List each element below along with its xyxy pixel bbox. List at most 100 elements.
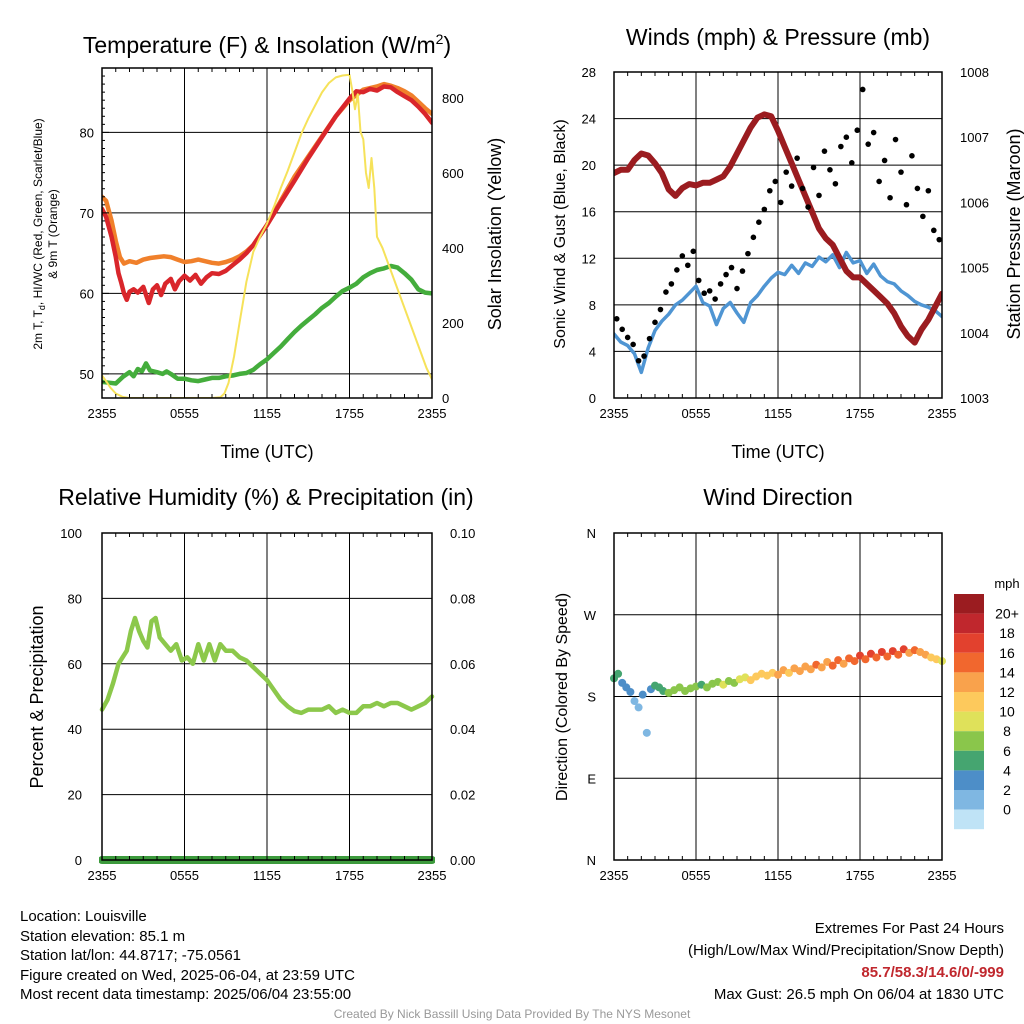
wind-direction-xtick-label: 1155 (764, 868, 792, 883)
winds-gust-point (859, 86, 866, 93)
winds-gust-point (843, 134, 850, 140)
winds-gust-point (876, 178, 882, 185)
figure-created: Figure created on Wed, 2025-06-04, at 23… (20, 966, 355, 984)
wind-direction-title: Wind Direction (703, 484, 853, 510)
temperature-y2tick-label: 0 (442, 391, 449, 406)
speed-legend-swatch (954, 692, 984, 712)
humidity-ytick-label: 100 (60, 526, 82, 541)
winds-gust-point (739, 268, 746, 274)
wind-direction-point (861, 655, 870, 664)
winds-gust-point (887, 194, 893, 201)
wind-direction-point (894, 650, 903, 659)
humidity-ytick-label: 40 (68, 722, 82, 737)
humidity-ylabel: Percent & Precipitation (27, 605, 47, 788)
winds-xtick-label: 1755 (846, 406, 875, 421)
wind-direction-point (877, 647, 886, 656)
speed-legend-title: mph (994, 576, 1019, 591)
temperature-plot: 2355 0555 1155 1755 235550607080020040060080… (80, 67, 464, 421)
winds-gust-point (723, 271, 729, 278)
winds-gust-point (712, 296, 718, 302)
winds-gust-point (767, 187, 773, 194)
winds-gust-point (903, 201, 910, 208)
winds-plot: 2355 0555 1155 1755 2355 0 4 8 12 16 20 24 28 1003 100… (582, 65, 989, 421)
winds-gust-point (854, 127, 861, 134)
wind-direction-ytick-label: N (587, 526, 596, 541)
winds-ytick-label: 0 (589, 391, 596, 406)
wind-direction-ylabel: Direction (Colored By Speed) (554, 593, 571, 801)
winds-gust-point (635, 357, 642, 364)
winds-y2label: Station Pressure (Maroon) (1004, 128, 1024, 339)
data-timestamp: Most recent data timestamp: 2025/06/04 2… (20, 986, 352, 1003)
humidity-ytick-label: 0 (75, 853, 82, 868)
winds-ytick-label: 28 (582, 65, 596, 80)
wind-direction-points (610, 645, 946, 737)
winds-ytick-label: 24 (582, 112, 596, 127)
winds-gust-point (832, 180, 839, 187)
winds-gust-point (624, 334, 631, 341)
extremes-heading: Extremes For Past 24 Hours (814, 920, 1004, 937)
temperature-y2label: Solar Insolation (Yellow) (485, 138, 505, 330)
wind-direction-point (638, 690, 647, 699)
wind-direction-ytick-label: E (587, 771, 596, 786)
humidity-ytick-label: 80 (68, 591, 82, 606)
winds-gust-point (706, 288, 713, 294)
humidity-ytick-label: 60 (68, 657, 82, 672)
winds-gust-point (761, 206, 768, 213)
temperature-xtick-label: 1755 (335, 406, 364, 421)
station-info: Location: Louisville Station elevation: … (20, 907, 355, 1005)
temperature-ytick-label: 50 (80, 367, 94, 382)
wind-direction-plot: 2355 0555 1155 1755 2355 N E S W N (584, 526, 957, 883)
speed-legend-label: 4 (1003, 762, 1011, 778)
speed-legend-label: 0 (1003, 802, 1011, 818)
winds-ytick-label: 16 (582, 205, 596, 220)
winds-gust-point (816, 192, 822, 199)
winds-gust-point (914, 185, 921, 192)
winds-gust-point (679, 253, 686, 259)
winds-gust-point (865, 141, 871, 147)
temperature-y2tick-label: 400 (442, 241, 464, 256)
wind-direction-point (634, 703, 643, 712)
winds-gust-point (881, 157, 888, 164)
wind-direction-point (872, 653, 881, 662)
temperature-ytick-label: 60 (80, 286, 94, 301)
wind-direction-point (795, 667, 804, 676)
winds-gust-point (788, 183, 795, 189)
wind-direction-point (839, 659, 848, 668)
winds-gust-point (619, 326, 625, 333)
wind-direction-ytick-label: N (587, 853, 596, 868)
wind-direction-point (883, 652, 892, 661)
winds-gust-point (641, 353, 647, 359)
temperature-y2tick-label: 800 (442, 91, 464, 106)
humidity-y2tick-label: 0.02 (450, 788, 475, 803)
speed-legend-swatch (954, 770, 984, 790)
humidity-y2tick-label: 0.04 (450, 722, 475, 737)
speed-legend-swatch (954, 809, 984, 830)
winds-gust-point (663, 289, 669, 295)
winds-y2tick-label: 1005 (960, 261, 989, 276)
wind-direction-point (806, 665, 815, 674)
temperature-xlabel: Time (UTC) (220, 442, 313, 462)
extremes-panel: Extremes For Past 24 Hours (High/Low/Max… (688, 918, 1004, 1006)
humidity-xtick-label: 0555 (170, 868, 199, 883)
wind-direction-xtick-label: 2355 (928, 868, 957, 883)
wind-direction-point (614, 669, 623, 678)
temperature-ytick-label: 70 (80, 206, 94, 221)
extremes-values: 85.7/58.3/14.6/0/-999 (861, 964, 1004, 981)
winds-pressure-line (614, 111, 942, 346)
winds-gust-point (745, 250, 751, 257)
wind-direction-point (784, 668, 793, 677)
speed-legend-swatch (954, 594, 984, 614)
winds-gust-point (652, 319, 658, 326)
temperature-title: Temperature (F) & Insolation (W/m2) (83, 31, 451, 58)
winds-gust-point (931, 227, 937, 234)
winds-xlabel: Time (UTC) (731, 442, 824, 462)
winds-ytick-label: 12 (582, 251, 596, 266)
winds-gust-point (821, 148, 828, 154)
winds-title: Winds (mph) & Pressure (mb) (626, 24, 930, 50)
temperature-ylabel-2: & 9m T (Orange) (46, 189, 60, 279)
wind-direction-ytick-label: S (587, 690, 596, 705)
temperature-xtick-label: 1155 (253, 406, 281, 421)
speed-legend-label: 8 (1003, 723, 1011, 739)
wind-direction-point (626, 687, 635, 696)
